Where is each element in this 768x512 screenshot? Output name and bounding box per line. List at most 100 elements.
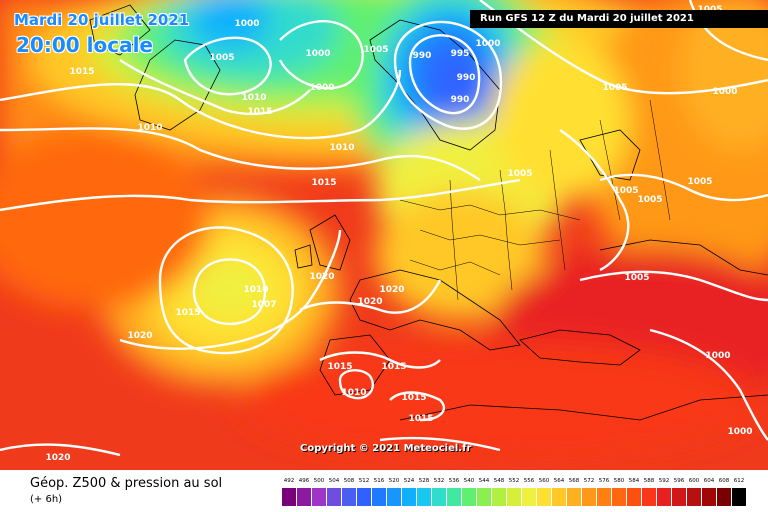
scale-label: 572 [583,478,595,484]
legend-footer: Géop. Z500 & pression au sol (+ 6h) 492 4… [0,470,768,512]
isobar-label: 1000 [475,39,500,49]
isobar-label: 1015 [381,362,406,372]
isobar-label: 1000 [234,19,259,29]
isobar-label: 1005 [363,45,388,55]
scale-label: 536 [448,478,460,484]
run-banner: Run GFS 12 Z du Mardi 20 juillet 2021 [470,10,768,28]
isobar-label: 1015 [175,308,200,318]
isobar-label: 1010 [241,93,266,103]
scale-swatch [417,488,431,506]
isobar-label: 1000 [712,87,737,97]
isobar-label: 1020 [45,453,70,463]
scale-label: 520 [388,478,400,484]
scale-swatch [687,488,701,506]
scale-swatch [657,488,671,506]
isobar-label: 990 [413,51,432,61]
scale-swatch [702,488,716,506]
scale-label: 564 [553,478,565,484]
scale-label: 588 [643,478,655,484]
isobar-label: 1005 [637,195,662,205]
map-date-title: Mardi 20 juillet 2021 [14,11,190,29]
isobar-labels: 1000 1005 1015 1010 1015 1000 1000 1005 990 995 10… [45,5,752,463]
scale-label: 504 [328,478,340,484]
scale-swatch [522,488,536,506]
scale-swatch [672,488,686,506]
coastlines [89,4,768,421]
scale-swatch [342,488,356,506]
isobar-label: 1000 [309,83,334,93]
scale-label: 540 [463,478,475,484]
legend-subtitle: (+ 6h) [30,494,63,505]
scale-swatch [612,488,626,506]
color-scale: 492 496 500 504 508 512 516 520 524 528 532 536 540 5… [282,478,752,508]
isobar-label: 1015 [247,107,272,117]
isobar-label: 1010 [329,143,354,153]
isobar-label: 1015 [408,414,433,424]
scale-label: 576 [598,478,610,484]
isobar-label: 1010 [341,388,366,398]
scale-label: 492 [283,478,295,484]
scale-swatch [402,488,416,506]
scale-swatch [432,488,446,506]
isobar-label: 1015 [401,393,426,403]
scale-label: 528 [418,478,430,484]
isobar-label: 1005 [687,177,712,187]
scale-swatch [552,488,566,506]
isobar-label: 1005 [613,186,638,196]
scale-swatch [372,488,386,506]
isobar-label: 1015 [327,362,352,372]
scale-swatch [717,488,731,506]
scale-swatch [627,488,641,506]
scale-label: 600 [688,478,700,484]
isobar-label: 1020 [127,331,152,341]
scale-label: 596 [673,478,685,484]
isobar-label: 1000 [305,49,330,59]
isobar-label: 1005 [507,169,532,179]
scale-swatch [732,488,746,506]
isobar-label: 990 [457,73,476,83]
scale-label: 612 [733,478,745,484]
copyright-notice: Copyright © 2021 Meteociel.fr [300,443,472,454]
isobar-label: 1000 [727,427,752,437]
scale-swatch [537,488,551,506]
scale-label: 556 [523,478,535,484]
scale-label: 568 [568,478,580,484]
scale-swatch [462,488,476,506]
scale-label: 560 [538,478,550,484]
scale-label: 544 [478,478,490,484]
scale-swatch [642,488,656,506]
scale-swatch [327,488,341,506]
scale-label: 508 [343,478,355,484]
scale-swatch [477,488,491,506]
scale-label: 512 [358,478,370,484]
scale-swatch [447,488,461,506]
scale-label: 604 [703,478,715,484]
scale-label: 548 [493,478,505,484]
map-time-title: 20:00 locale [16,33,153,57]
scale-label: 552 [508,478,520,484]
isobar-label: 1000 [705,351,730,361]
isobar-label: 995 [451,49,470,59]
isobar-label: 1015 [69,67,94,77]
scale-swatch [567,488,581,506]
scale-swatch [597,488,611,506]
borders [399,99,671,301]
scale-label: 496 [298,478,310,484]
isobar-label: 1007 [251,300,276,310]
scale-swatch [582,488,596,506]
scale-swatch [312,488,326,506]
geopotential-field [0,0,768,470]
isobar-label: 1020 [357,297,382,307]
isobar-label: 1005 [624,273,649,283]
isobar-label: 1005 [602,83,627,93]
weather-map: 1000 1005 1015 1010 1015 1000 1000 1005 990 995 10… [0,0,768,470]
scale-label: 580 [613,478,625,484]
scale-swatch [297,488,311,506]
isobar-label: 1010 [137,123,162,133]
scale-label: 500 [313,478,325,484]
isobar-label: 990 [451,95,470,105]
scale-swatch [282,488,296,506]
isobars [0,0,768,457]
scale-swatch [387,488,401,506]
